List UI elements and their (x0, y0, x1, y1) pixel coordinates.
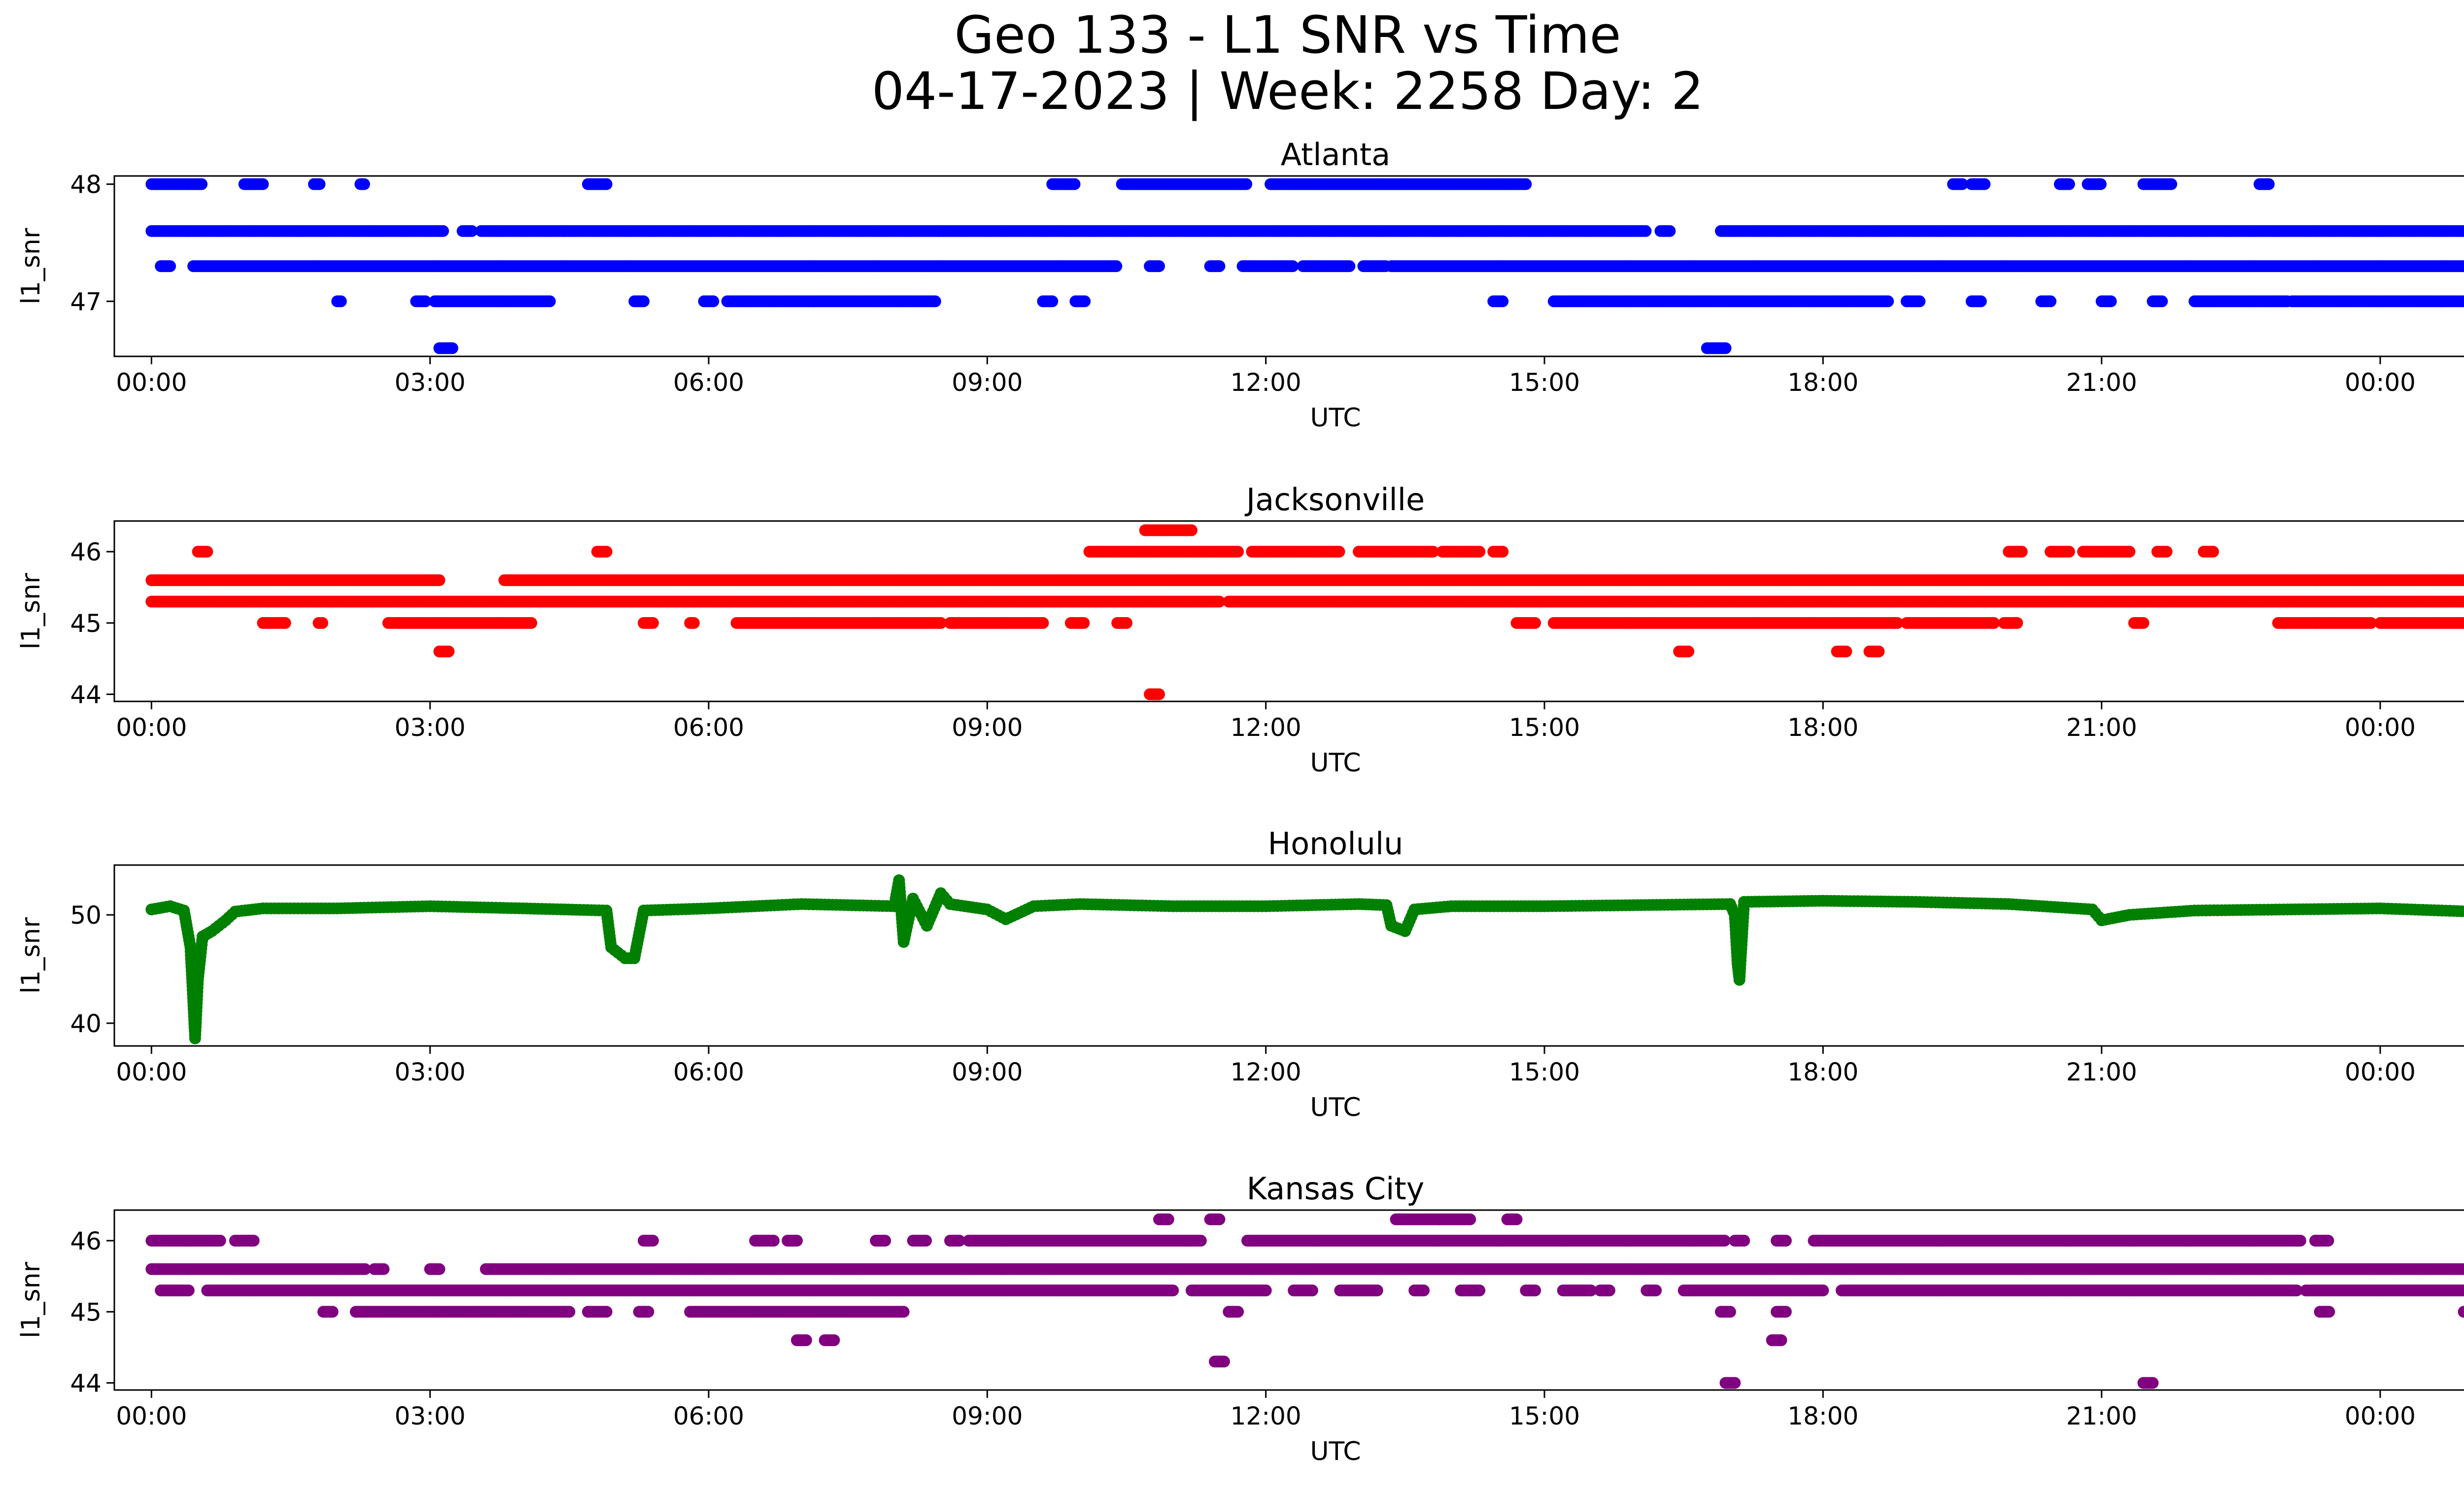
x-tick-label: 12:00 (1231, 368, 1301, 397)
data-point (600, 178, 613, 190)
x-tick-label: 18:00 (1787, 368, 1858, 397)
data-point (1232, 546, 1244, 558)
data-point (201, 546, 213, 558)
x-tick-label: 06:00 (673, 368, 744, 397)
x-tick-label: 00:00 (116, 368, 187, 397)
data-point (1046, 295, 1059, 308)
x-tick-label: 21:00 (2066, 368, 2137, 397)
data-point (2165, 178, 2177, 190)
x-tick-label: 09:00 (952, 368, 1023, 397)
data-point (1664, 225, 1676, 237)
data-point (1068, 178, 1081, 190)
x-axis-label: UTC (1310, 403, 1361, 433)
figure-title-line1: Geo 133 - L1 SNR vs Time (954, 5, 1621, 65)
data-point (2045, 295, 2056, 308)
data-point (2160, 546, 2173, 558)
data-point (1185, 524, 1198, 536)
panel-title: Atlanta (1281, 137, 1390, 173)
data-point (2105, 295, 2117, 308)
data-point (2207, 546, 2219, 558)
data-point (2016, 546, 2028, 558)
data-point (1333, 546, 1345, 558)
data-point (1914, 295, 1926, 308)
data-point (1497, 295, 1509, 308)
data-point (1979, 178, 1991, 190)
scatter-points (145, 178, 2464, 354)
data-point (1079, 295, 1091, 308)
data-point (2094, 178, 2107, 190)
data-point (2156, 295, 2168, 308)
data-point (1956, 178, 1968, 190)
x-tick-label: 15:00 (1509, 368, 1580, 397)
data-point (1213, 260, 1226, 272)
data-point (2262, 178, 2275, 190)
figure-title-line2: 04-17-2023 | Week: 2258 Day: 2 (871, 61, 1704, 121)
data-point (446, 342, 458, 354)
data-point (1975, 295, 1987, 308)
data-point (707, 295, 719, 308)
data-point (313, 178, 326, 190)
data-point (2123, 546, 2136, 558)
data-point (1240, 178, 1253, 190)
data-point (437, 225, 449, 237)
data-point (2063, 178, 2075, 190)
y-tick-label: 48 (70, 171, 102, 199)
data-point (1473, 546, 1486, 558)
data-point (433, 574, 445, 587)
scatter-points (145, 524, 2464, 700)
figure-title: Geo 133 - L1 SNR vs Time 04-17-2023 | We… (0, 7, 2464, 119)
data-point (1153, 260, 1165, 272)
data-point (2063, 546, 2075, 558)
panel-title: Jacksonville (1244, 482, 1425, 518)
data-point (1640, 225, 1652, 237)
data-point (196, 178, 208, 190)
data-point (638, 295, 650, 308)
y-axis-label: l1_snr (16, 228, 46, 305)
data-point (1110, 260, 1123, 272)
data-point (929, 295, 941, 308)
data-point (164, 260, 176, 272)
data-point (257, 178, 269, 190)
panel-atlanta: Atlanta 00:00 03:00 06:00 09:00 12:00 15:00 18:… (16, 137, 2464, 433)
data-point (1343, 260, 1356, 272)
x-tick-label: 00:00 (2345, 368, 2416, 397)
data-point (358, 178, 370, 190)
data-point (1719, 342, 1732, 354)
data-point (1497, 546, 1509, 558)
data-point (544, 295, 556, 308)
data-point (1882, 295, 1894, 308)
data-point (600, 546, 613, 558)
y-tick-label: 47 (70, 287, 102, 316)
data-point (335, 295, 347, 308)
x-tick-label: 03:00 (395, 368, 466, 397)
data-point (1520, 178, 1532, 190)
data-point (1287, 260, 1299, 272)
